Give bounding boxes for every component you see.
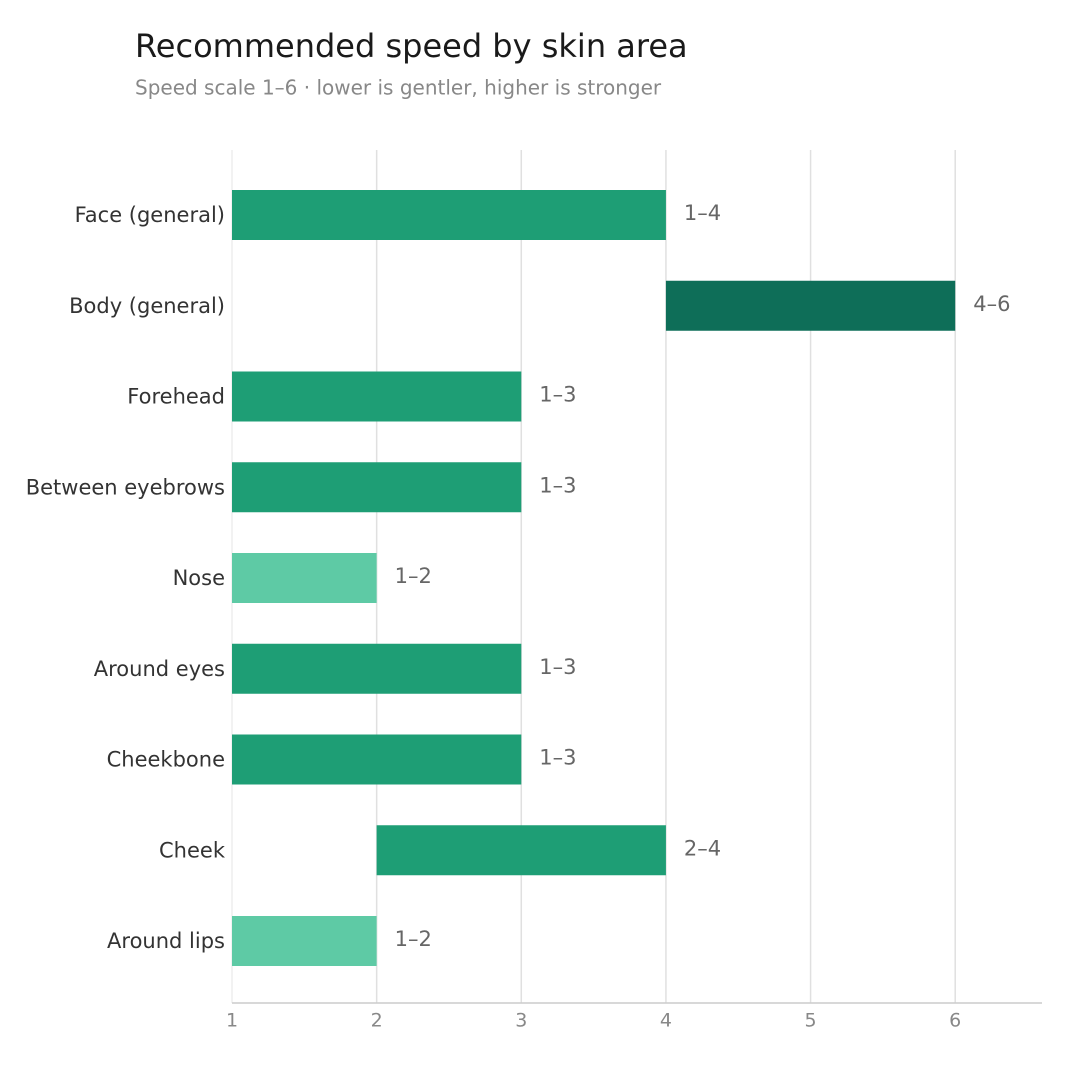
value-label: 1–3 bbox=[539, 746, 576, 770]
chart-subtitle: Speed scale 1–6 · lower is gentler, high… bbox=[135, 76, 662, 100]
x-tick-label: 2 bbox=[371, 1010, 383, 1032]
bar bbox=[665, 280, 956, 331]
x-tick-label: 6 bbox=[949, 1010, 961, 1032]
bar bbox=[232, 643, 522, 694]
bar bbox=[232, 734, 522, 785]
bar bbox=[232, 462, 522, 513]
bar bbox=[376, 825, 666, 876]
category-label: Forehead bbox=[127, 385, 225, 409]
category-label: Face (general) bbox=[75, 203, 225, 227]
value-label: 1–3 bbox=[539, 655, 576, 679]
category-label: Cheek bbox=[159, 838, 226, 862]
x-tick-label: 3 bbox=[515, 1010, 527, 1032]
category-label: Around eyes bbox=[94, 657, 225, 681]
value-label: 1–2 bbox=[395, 564, 432, 588]
bar bbox=[232, 190, 666, 240]
value-label: 1–2 bbox=[395, 927, 432, 951]
value-label: 1–4 bbox=[684, 201, 721, 225]
value-label: 2–4 bbox=[684, 836, 721, 860]
bar bbox=[232, 371, 522, 422]
chart-title: Recommended speed by skin area bbox=[135, 27, 688, 65]
category-label: Nose bbox=[173, 566, 225, 590]
category-label: Between eyebrows bbox=[26, 475, 225, 499]
x-tick-label: 5 bbox=[805, 1010, 817, 1032]
x-tick-label: 4 bbox=[660, 1010, 672, 1032]
category-label: Around lips bbox=[107, 929, 225, 953]
category-label: Body (general) bbox=[69, 294, 225, 318]
value-label: 1–3 bbox=[539, 473, 576, 497]
x-tick-label: 1 bbox=[226, 1010, 238, 1032]
category-label: Cheekbone bbox=[107, 748, 225, 772]
bar bbox=[232, 553, 377, 603]
value-label: 4–6 bbox=[973, 292, 1010, 316]
bar bbox=[232, 916, 377, 966]
value-label: 1–3 bbox=[539, 383, 576, 407]
